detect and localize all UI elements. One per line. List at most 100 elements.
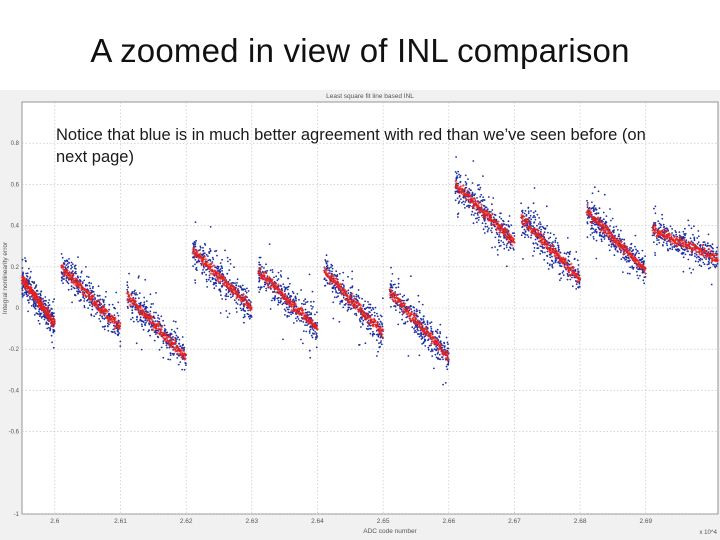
blue-point <box>164 329 167 331</box>
blue-point <box>653 234 655 237</box>
blue-point <box>692 233 694 236</box>
blue-point <box>401 295 404 298</box>
blue-point <box>208 276 211 279</box>
blue-point <box>287 285 290 288</box>
blue-point <box>605 215 608 217</box>
blue-point <box>149 310 152 313</box>
blue-point <box>637 256 640 259</box>
blue-point <box>174 320 177 323</box>
blue-point <box>654 212 657 215</box>
blue-point <box>401 318 403 321</box>
blue-point <box>594 212 597 215</box>
blue-point <box>513 235 516 237</box>
blue-point <box>330 266 332 268</box>
blue-point <box>342 294 345 297</box>
blue-point <box>591 201 593 204</box>
blue-point <box>701 258 704 261</box>
blue-point <box>592 206 595 208</box>
blue-point <box>265 287 268 290</box>
blue-point <box>302 303 305 306</box>
blue-point <box>170 333 173 335</box>
blue-point <box>442 383 444 386</box>
blue-point <box>430 327 433 330</box>
blue-point <box>282 338 284 341</box>
blue-point <box>482 228 485 231</box>
blue-point <box>680 247 683 250</box>
blue-point <box>216 270 219 272</box>
blue-point <box>308 330 311 333</box>
red-point <box>224 284 228 287</box>
blue-point <box>613 254 616 257</box>
red-point <box>26 283 29 287</box>
blue-point <box>636 250 639 252</box>
blue-point <box>436 328 439 331</box>
blue-point <box>226 272 229 275</box>
blue-point <box>546 262 549 265</box>
red-point <box>230 287 234 291</box>
blue-point <box>586 222 589 225</box>
blue-point <box>70 261 73 264</box>
blue-point <box>660 224 663 227</box>
blue-point <box>71 301 73 304</box>
red-point <box>234 292 238 296</box>
blue-point <box>401 299 404 302</box>
blue-point <box>71 270 74 273</box>
blue-point <box>532 255 534 257</box>
blue-point <box>361 297 363 300</box>
blue-point <box>48 326 50 329</box>
red-point <box>218 273 222 276</box>
blue-point <box>169 358 172 361</box>
blue-point <box>226 316 229 318</box>
blue-point <box>133 292 136 295</box>
blue-point <box>333 284 336 287</box>
red-point <box>176 352 180 355</box>
blue-point <box>92 290 95 293</box>
blue-point <box>108 308 110 311</box>
blue-point <box>554 260 557 262</box>
blue-point <box>96 311 99 314</box>
blue-point <box>52 315 55 318</box>
blue-point <box>211 278 214 281</box>
blue-point <box>592 210 595 213</box>
blue-point <box>333 296 336 299</box>
blue-point <box>539 245 542 248</box>
blue-point <box>27 310 29 313</box>
blue-point <box>454 199 457 202</box>
red-point <box>299 313 303 316</box>
blue-point <box>39 312 41 315</box>
blue-point <box>623 238 626 241</box>
blue-point <box>209 248 211 250</box>
blue-point <box>339 301 342 303</box>
blue-point <box>473 214 475 216</box>
red-point <box>210 265 214 268</box>
red-point <box>308 317 312 321</box>
blue-point <box>437 351 439 354</box>
blue-point <box>486 208 489 211</box>
red-point <box>284 294 287 298</box>
blue-point <box>213 287 216 290</box>
red-point <box>306 319 309 323</box>
blue-point <box>215 285 218 287</box>
blue-point <box>364 342 367 345</box>
blue-point <box>578 274 581 277</box>
blue-point <box>529 221 531 223</box>
blue-point <box>410 308 412 310</box>
blue-point <box>50 307 53 310</box>
blue-point <box>68 261 71 264</box>
blue-point <box>221 285 224 288</box>
blue-point <box>215 266 217 269</box>
blue-point <box>690 272 693 274</box>
blue-point <box>675 249 678 252</box>
blue-point <box>325 279 327 282</box>
blue-point <box>597 226 599 229</box>
blue-point <box>136 293 138 296</box>
blue-point <box>65 277 68 279</box>
blue-point <box>498 234 501 236</box>
blue-point <box>196 260 198 263</box>
blue-point <box>512 248 515 251</box>
blue-point <box>286 288 289 291</box>
red-point <box>65 268 69 272</box>
blue-point <box>612 231 615 234</box>
red-point <box>174 349 178 353</box>
blue-point <box>403 299 405 302</box>
